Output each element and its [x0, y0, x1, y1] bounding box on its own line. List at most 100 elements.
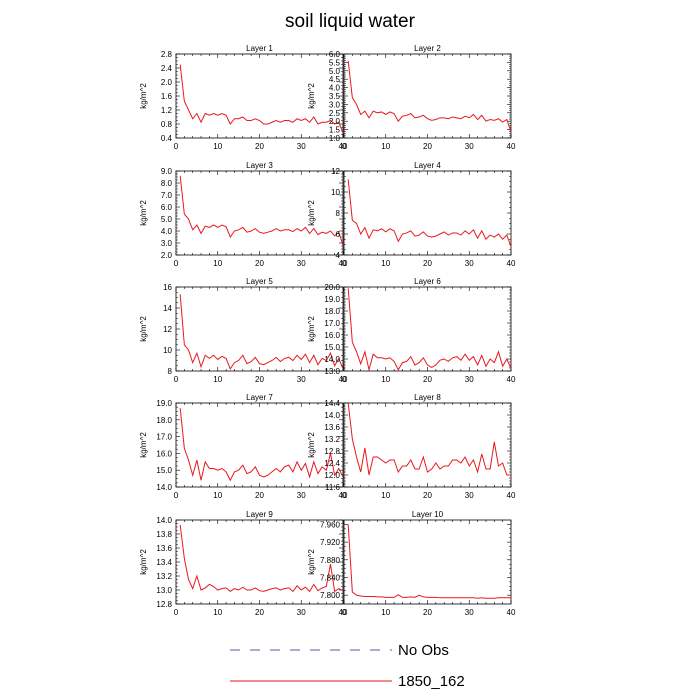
y-tick-label: 12	[331, 167, 340, 176]
y-tick-label: 8	[336, 209, 341, 218]
x-tick-label: 20	[255, 491, 264, 500]
x-tick-label: 0	[342, 491, 347, 500]
x-tick-label: 30	[465, 608, 474, 617]
y-tick-label: 4	[336, 251, 341, 260]
x-tick-label: 0	[174, 142, 179, 151]
y-tick-label: 1.5	[329, 126, 341, 135]
x-tick-label: 20	[423, 491, 432, 500]
panel-title: Layer 10	[412, 510, 444, 519]
series-line-1850-162	[347, 524, 511, 599]
panel-title: Layer 8	[414, 393, 441, 402]
y-axis-label: kg/m^2	[307, 200, 316, 226]
y-tick-label: 4.0	[329, 84, 341, 93]
panel-layer-10: Layer 10 kg/m^2 0 10 20 30 40 7.800 7.840 7.880 7.…	[307, 510, 516, 617]
y-tick-label: 7.800	[320, 591, 341, 600]
y-tick-label: 17.0	[324, 319, 340, 328]
x-tick-label: 40	[339, 608, 348, 617]
y-tick-label: 1.2	[161, 106, 173, 115]
x-tick-label: 10	[213, 491, 222, 500]
y-tick-label: 0.4	[161, 134, 173, 143]
series-line-1850-162	[179, 524, 344, 593]
x-tick-label: 0	[342, 142, 347, 151]
y-tick-label: 14.4	[324, 399, 340, 408]
x-tick-label: 40	[339, 491, 348, 500]
series-line-1850-162	[347, 60, 512, 133]
x-tick-label: 10	[213, 142, 222, 151]
y-axis-label: kg/m^2	[139, 83, 148, 109]
panel-title: Layer 7	[246, 393, 273, 402]
x-tick-label: 30	[297, 375, 306, 384]
y-tick-label: 2.8	[161, 50, 173, 59]
y-tick-label: 3.0	[161, 239, 173, 248]
x-tick-label: 10	[213, 608, 222, 617]
y-tick-label: 13.0	[156, 586, 172, 595]
y-tick-label: 12.0	[324, 471, 340, 480]
x-tick-label: 10	[213, 375, 222, 384]
x-tick-label: 0	[342, 259, 347, 268]
y-tick-label: 5.5	[329, 58, 341, 67]
y-axis-label: kg/m^2	[307, 549, 316, 575]
panel-layer-3: Layer 3kg/m^20 10 20 30 402.03.04.05.06.07.0…	[139, 161, 348, 268]
y-tick-label: 19.0	[156, 399, 172, 408]
plot-frame	[175, 519, 344, 605]
y-tick-label: 13.0	[324, 367, 340, 376]
x-tick-label: 20	[423, 259, 432, 268]
y-tick-label: 8.0	[161, 179, 173, 188]
legend: No Obs 1850_162	[230, 642, 465, 690]
y-tick-label: 15.0	[156, 466, 172, 475]
series-line-1850-162	[179, 64, 344, 133]
panel-title: Layer 6	[414, 277, 441, 286]
panels-grid: Layer 1kg/m^20 10 20 30 400.40.81.21.62.02.4…	[139, 44, 516, 617]
panel-title: Layer 1	[246, 44, 273, 53]
y-tick-label: 16.0	[156, 449, 172, 458]
y-axis-label: kg/m^2	[139, 200, 148, 226]
panel-layer-8: Layer 8kg/m^20 10 20 30 4011.612.012.412.813…	[307, 393, 516, 500]
y-tick-label: 13.4	[156, 558, 172, 567]
x-tick-label: 40	[507, 142, 516, 151]
x-tick-label: 0	[342, 375, 347, 384]
y-tick-label: 13.6	[324, 423, 340, 432]
y-tick-label: 7.880	[320, 556, 341, 565]
x-tick-label: 20	[255, 259, 264, 268]
x-tick-label: 20	[255, 608, 264, 617]
x-tick-label: 30	[297, 608, 306, 617]
x-tick-label: 40	[339, 259, 348, 268]
y-tick-label: 2.0	[329, 117, 341, 126]
y-tick-label: 2.5	[329, 109, 341, 118]
x-tick-label: 10	[381, 608, 390, 617]
y-tick-label: 0.8	[161, 120, 173, 129]
panel-layer-9: Layer 9 kg/m^2 0 10 20 30 40 12.8 13.0 13.2 13.4 13…	[139, 510, 348, 617]
series-line-1850-162	[347, 288, 512, 371]
x-tick-label: 20	[255, 375, 264, 384]
y-tick-label: 12	[163, 325, 172, 334]
x-tick-label: 40	[507, 259, 516, 268]
plot-frame	[343, 286, 512, 372]
y-tick-label: 7.920	[320, 538, 341, 547]
series-line-1850-162	[179, 175, 344, 246]
y-tick-label: 14	[163, 304, 172, 313]
y-tick-label: 5.0	[161, 215, 173, 224]
y-tick-label: 17.0	[156, 433, 172, 442]
plot-frame	[343, 53, 512, 139]
panel-layer-5: Layer 5 kg/m^2 0 10 20 30 40 8 10 12 14 16	[139, 277, 348, 384]
x-tick-label: 40	[507, 375, 516, 384]
y-tick-label: 8	[168, 367, 173, 376]
x-tick-label: 30	[465, 142, 474, 151]
y-axis-label: kg/m^2	[139, 549, 148, 575]
y-axis-label: kg/m^2	[307, 316, 316, 342]
panel-layer-1: Layer 1 kg/m^2 0 10 20 30 40 0.4 0.8 1.2 1.6 2.0 2.4…	[139, 44, 348, 151]
x-tick-label: 30	[465, 491, 474, 500]
x-tick-label: 10	[381, 491, 390, 500]
y-axis-label: kg/m^2	[307, 83, 316, 109]
y-tick-label: 12.8	[156, 600, 172, 609]
y-axis-label: kg/m^2	[307, 432, 316, 458]
y-tick-label: 4.0	[161, 227, 173, 236]
y-tick-label: 13.2	[324, 435, 340, 444]
panel-title: Layer 9	[246, 510, 273, 519]
y-tick-label: 1.6	[161, 92, 173, 101]
y-tick-label: 2.0	[161, 78, 173, 87]
y-tick-label: 5.0	[329, 67, 341, 76]
y-tick-label: 1.0	[329, 134, 341, 143]
